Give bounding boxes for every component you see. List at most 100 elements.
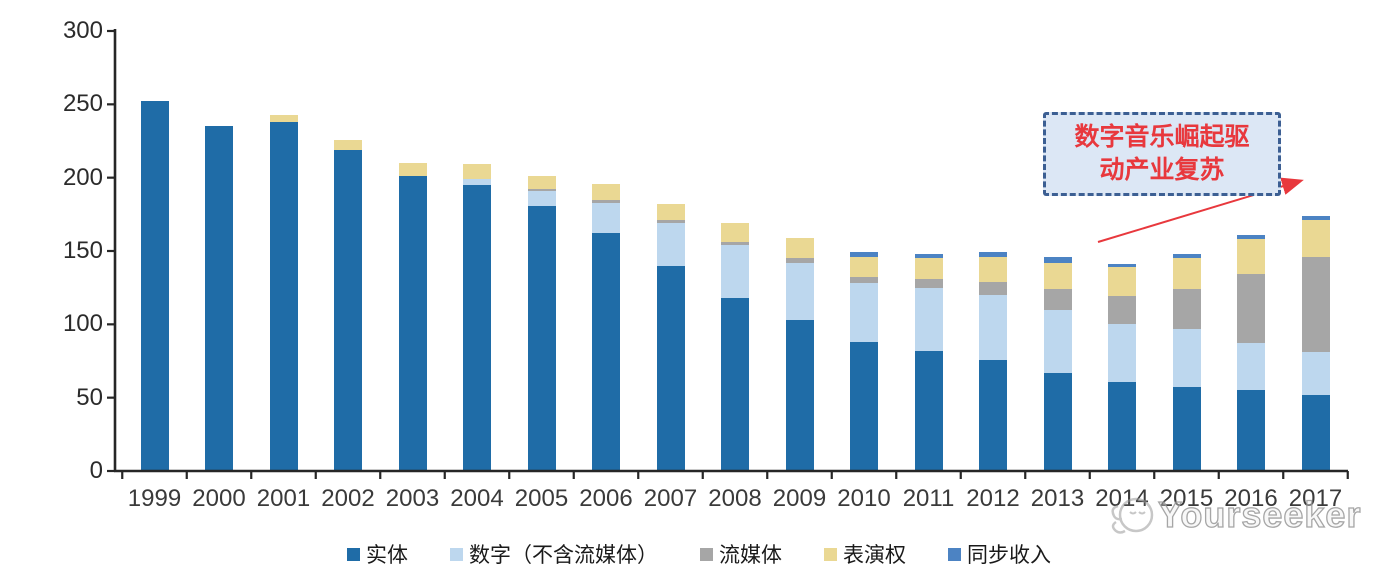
bar-2007-physical: [656, 265, 685, 471]
bar-2005-digital-excl-streaming: [527, 190, 556, 206]
bar-2013-digital-excl-streaming: [1043, 309, 1072, 373]
bar-2012-physical: [979, 359, 1007, 471]
x-tick-label-2010: 2010: [837, 485, 891, 512]
y-tick-label-0: 0: [89, 457, 103, 484]
bar-2011-digital-excl-streaming: [914, 287, 943, 351]
bar-2016-physical: [1237, 390, 1265, 471]
bar-2016-sync-revenue: [1237, 234, 1265, 240]
bar-2004-performance-rights: [463, 164, 491, 180]
bar-2001-performance-rights: [269, 114, 298, 122]
bar-2013-sync-revenue: [1043, 256, 1072, 263]
bar-2013-performance-rights: [1043, 262, 1072, 290]
bar-2000-physical: [205, 126, 233, 471]
x-tick-label-2002: 2002: [321, 485, 375, 512]
y-tick-label-50: 50: [76, 383, 103, 411]
bar-2016-performance-rights: [1237, 239, 1265, 275]
x-tick-label-2003: 2003: [385, 485, 440, 512]
bar-2014-digital-excl-streaming: [1108, 324, 1136, 382]
watermark: Yourseeker: [1106, 492, 1361, 540]
bar-2003-performance-rights: [398, 163, 427, 177]
bar-2009-digital-excl-streaming: [785, 262, 814, 320]
bar-2006-streaming: [592, 199, 620, 203]
bar-2008-digital-excl-streaming: [721, 245, 749, 298]
y-tick-label-200: 200: [62, 163, 103, 191]
legend-label-sync-revenue: 同步收入: [967, 543, 1051, 567]
legend-item-sync-revenue: 同步收入: [948, 539, 1051, 569]
bar-2005-streaming: [527, 189, 556, 191]
legend: 实体 数字（不含流媒体） 流媒体 表演权 同步收入: [0, 539, 1398, 569]
bar-2013-streaming: [1043, 289, 1072, 310]
bar-2015-performance-rights: [1172, 258, 1201, 290]
bar-2014-streaming: [1108, 296, 1136, 325]
legend-label-streaming: 流媒体: [719, 543, 782, 567]
x-tick-label-2015: 2015: [1159, 485, 1214, 512]
legend-swatch-digital-excl-streaming: [450, 547, 463, 561]
legend-item-physical: 实体: [347, 539, 408, 569]
bar-2009-streaming: [785, 258, 814, 263]
bar-2015-sync-revenue: [1172, 253, 1201, 259]
bar-2014-physical: [1108, 381, 1136, 471]
x-tick-label-2011: 2011: [902, 485, 955, 512]
y-tick-label-300: 300: [62, 17, 103, 44]
bar-2007-digital-excl-streaming: [656, 223, 685, 266]
x-tick-label-1999: 1999: [127, 485, 182, 512]
bar-2017-digital-excl-streaming: [1301, 352, 1330, 395]
bar-2009-performance-rights: [785, 237, 814, 259]
x-tick-label-2005: 2005: [514, 485, 569, 512]
x-tick-label-2012: 2012: [966, 485, 1020, 512]
legend-swatch-sync-revenue: [948, 547, 961, 561]
bar-2002-performance-rights: [334, 139, 362, 150]
bar-2003-physical: [398, 176, 427, 471]
bar-2002-physical: [334, 149, 362, 471]
bar-2010-physical: [850, 341, 878, 471]
x-tick-label-2004: 2004: [450, 485, 504, 512]
bar-2012-streaming: [979, 281, 1007, 295]
x-tick-label-2009: 2009: [772, 485, 827, 512]
bar-2010-sync-revenue: [850, 252, 878, 257]
y-tick-label-250: 250: [62, 90, 103, 118]
bar-2015-streaming: [1172, 289, 1201, 329]
bar-2008-streaming: [721, 242, 749, 246]
bar-2011-performance-rights: [914, 258, 943, 279]
bar-2001-physical: [269, 121, 298, 471]
bar-2004-digital-excl-streaming: [463, 179, 491, 185]
bar-2005-physical: [527, 205, 556, 471]
bar-2005-performance-rights: [527, 176, 556, 190]
bar-2012-sync-revenue: [979, 252, 1007, 257]
bar-2010-streaming: [850, 277, 878, 284]
bar-2016-digital-excl-streaming: [1237, 343, 1265, 391]
bar-2017-physical: [1301, 394, 1330, 471]
bar-2017-sync-revenue: [1301, 215, 1330, 221]
bar-2006-physical: [592, 233, 620, 471]
bar-2017-performance-rights: [1301, 220, 1330, 257]
bar-2015-physical: [1172, 387, 1201, 471]
bar-2011-physical: [914, 350, 943, 471]
annotation-text-line1: 数字音乐崛起驱: [1074, 124, 1250, 151]
bar-2012-performance-rights: [979, 256, 1007, 282]
x-tick-label-2000: 2000: [192, 485, 246, 512]
legend-item-digital-excl-streaming: 数字（不含流媒体）: [450, 539, 658, 569]
bar-2011-streaming: [914, 278, 943, 288]
x-tick-label-2016: 2016: [1224, 485, 1278, 512]
bar-1999-physical: [140, 101, 169, 471]
legend-label-digital-excl-streaming: 数字（不含流媒体）: [469, 543, 658, 567]
bar-2004-physical: [463, 185, 491, 471]
bar-2008-physical: [721, 297, 749, 471]
x-tick-label-2001: 2001: [256, 485, 311, 512]
annotation-callout: 数字音乐崛起驱 动产业复苏: [1043, 112, 1281, 196]
bar-2008-performance-rights: [721, 223, 749, 243]
watermark-text: Yourseeker: [1157, 493, 1362, 535]
bar-2006-performance-rights: [592, 183, 620, 200]
bar-2014-performance-rights: [1108, 267, 1136, 297]
bar-2015-digital-excl-streaming: [1172, 328, 1201, 388]
bar-2010-digital-excl-streaming: [850, 283, 878, 342]
bar-2013-physical: [1043, 372, 1072, 471]
legend-swatch-streaming: [700, 547, 713, 561]
yourseeker-logo-icon: [1111, 497, 1154, 534]
bar-2012-digital-excl-streaming: [979, 295, 1007, 360]
bar-2009-physical: [785, 319, 814, 471]
bar-2017-streaming: [1301, 256, 1330, 353]
x-tick-label-2013: 2013: [1030, 485, 1085, 512]
bar-2014-sync-revenue: [1108, 264, 1136, 268]
